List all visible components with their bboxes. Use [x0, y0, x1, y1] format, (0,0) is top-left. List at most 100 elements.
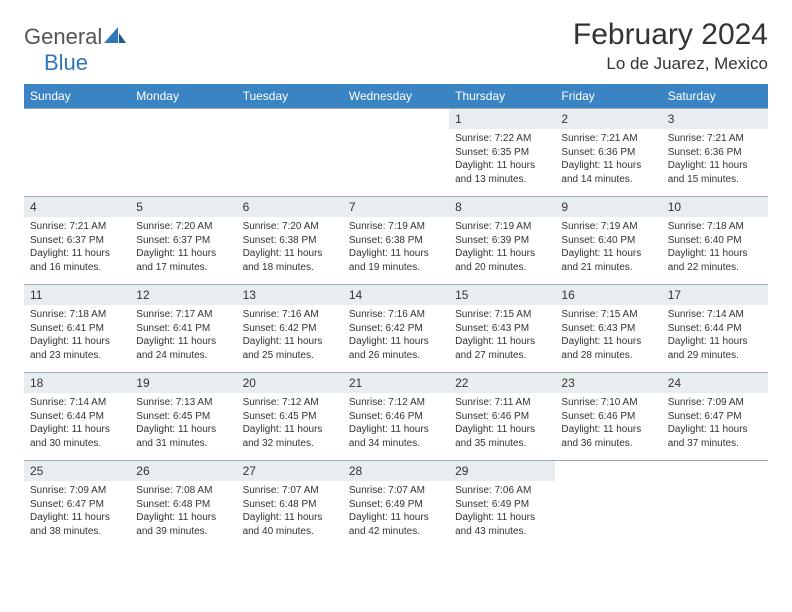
day-number: 1 [449, 109, 555, 129]
calendar-day-cell: 25Sunrise: 7:09 AMSunset: 6:47 PMDayligh… [24, 461, 130, 549]
day-details: Sunrise: 7:19 AMSunset: 6:40 PMDaylight:… [555, 217, 661, 279]
day-number: 22 [449, 373, 555, 393]
calendar-day-cell [24, 109, 130, 197]
calendar-week-row: 11Sunrise: 7:18 AMSunset: 6:41 PMDayligh… [24, 285, 768, 373]
day-details: Sunrise: 7:13 AMSunset: 6:45 PMDaylight:… [130, 393, 236, 455]
day-details: Sunrise: 7:06 AMSunset: 6:49 PMDaylight:… [449, 481, 555, 543]
day-details: Sunrise: 7:14 AMSunset: 6:44 PMDaylight:… [24, 393, 130, 455]
calendar-table: Sunday Monday Tuesday Wednesday Thursday… [24, 84, 768, 549]
day-details: Sunrise: 7:07 AMSunset: 6:49 PMDaylight:… [343, 481, 449, 543]
day-number: 3 [662, 109, 768, 129]
calendar-day-cell: 16Sunrise: 7:15 AMSunset: 6:43 PMDayligh… [555, 285, 661, 373]
calendar-day-cell: 4Sunrise: 7:21 AMSunset: 6:37 PMDaylight… [24, 197, 130, 285]
calendar-day-cell: 9Sunrise: 7:19 AMSunset: 6:40 PMDaylight… [555, 197, 661, 285]
calendar-day-cell: 14Sunrise: 7:16 AMSunset: 6:42 PMDayligh… [343, 285, 449, 373]
calendar-header-row: Sunday Monday Tuesday Wednesday Thursday… [24, 84, 768, 109]
day-number: 14 [343, 285, 449, 305]
day-details: Sunrise: 7:07 AMSunset: 6:48 PMDaylight:… [237, 481, 343, 543]
calendar-day-cell: 19Sunrise: 7:13 AMSunset: 6:45 PMDayligh… [130, 373, 236, 461]
calendar-week-row: 25Sunrise: 7:09 AMSunset: 6:47 PMDayligh… [24, 461, 768, 549]
day-number: 27 [237, 461, 343, 481]
day-details: Sunrise: 7:09 AMSunset: 6:47 PMDaylight:… [662, 393, 768, 455]
day-details: Sunrise: 7:15 AMSunset: 6:43 PMDaylight:… [555, 305, 661, 367]
calendar-day-cell: 10Sunrise: 7:18 AMSunset: 6:40 PMDayligh… [662, 197, 768, 285]
col-saturday: Saturday [662, 84, 768, 109]
day-details: Sunrise: 7:16 AMSunset: 6:42 PMDaylight:… [343, 305, 449, 367]
day-number: 12 [130, 285, 236, 305]
day-details: Sunrise: 7:16 AMSunset: 6:42 PMDaylight:… [237, 305, 343, 367]
logo-text-general: General [24, 24, 102, 50]
calendar-day-cell: 28Sunrise: 7:07 AMSunset: 6:49 PMDayligh… [343, 461, 449, 549]
day-details: Sunrise: 7:08 AMSunset: 6:48 PMDaylight:… [130, 481, 236, 543]
col-sunday: Sunday [24, 84, 130, 109]
day-details: Sunrise: 7:09 AMSunset: 6:47 PMDaylight:… [24, 481, 130, 543]
day-number: 7 [343, 197, 449, 217]
calendar-week-row: 18Sunrise: 7:14 AMSunset: 6:44 PMDayligh… [24, 373, 768, 461]
calendar-day-cell: 8Sunrise: 7:19 AMSunset: 6:39 PMDaylight… [449, 197, 555, 285]
day-details: Sunrise: 7:11 AMSunset: 6:46 PMDaylight:… [449, 393, 555, 455]
day-details: Sunrise: 7:14 AMSunset: 6:44 PMDaylight:… [662, 305, 768, 367]
calendar-day-cell [555, 461, 661, 549]
day-details: Sunrise: 7:19 AMSunset: 6:39 PMDaylight:… [449, 217, 555, 279]
day-details: Sunrise: 7:10 AMSunset: 6:46 PMDaylight:… [555, 393, 661, 455]
calendar-day-cell: 6Sunrise: 7:20 AMSunset: 6:38 PMDaylight… [237, 197, 343, 285]
calendar-day-cell: 11Sunrise: 7:18 AMSunset: 6:41 PMDayligh… [24, 285, 130, 373]
day-details: Sunrise: 7:17 AMSunset: 6:41 PMDaylight:… [130, 305, 236, 367]
day-number: 5 [130, 197, 236, 217]
day-details: Sunrise: 7:20 AMSunset: 6:38 PMDaylight:… [237, 217, 343, 279]
day-details: Sunrise: 7:20 AMSunset: 6:37 PMDaylight:… [130, 217, 236, 279]
calendar-day-cell: 15Sunrise: 7:15 AMSunset: 6:43 PMDayligh… [449, 285, 555, 373]
col-friday: Friday [555, 84, 661, 109]
calendar-day-cell: 29Sunrise: 7:06 AMSunset: 6:49 PMDayligh… [449, 461, 555, 549]
calendar-day-cell: 5Sunrise: 7:20 AMSunset: 6:37 PMDaylight… [130, 197, 236, 285]
calendar-day-cell: 27Sunrise: 7:07 AMSunset: 6:48 PMDayligh… [237, 461, 343, 549]
day-number: 16 [555, 285, 661, 305]
day-number: 24 [662, 373, 768, 393]
day-number: 9 [555, 197, 661, 217]
calendar-day-cell [343, 109, 449, 197]
location-label: Lo de Juarez, Mexico [573, 54, 768, 74]
col-thursday: Thursday [449, 84, 555, 109]
day-number: 28 [343, 461, 449, 481]
day-number: 23 [555, 373, 661, 393]
col-tuesday: Tuesday [237, 84, 343, 109]
calendar-day-cell: 22Sunrise: 7:11 AMSunset: 6:46 PMDayligh… [449, 373, 555, 461]
calendar-day-cell: 24Sunrise: 7:09 AMSunset: 6:47 PMDayligh… [662, 373, 768, 461]
day-number: 13 [237, 285, 343, 305]
day-details: Sunrise: 7:15 AMSunset: 6:43 PMDaylight:… [449, 305, 555, 367]
day-number: 2 [555, 109, 661, 129]
logo-text-blue: Blue [44, 50, 88, 75]
day-details: Sunrise: 7:12 AMSunset: 6:46 PMDaylight:… [343, 393, 449, 455]
calendar-day-cell: 1Sunrise: 7:22 AMSunset: 6:35 PMDaylight… [449, 109, 555, 197]
calendar-day-cell: 2Sunrise: 7:21 AMSunset: 6:36 PMDaylight… [555, 109, 661, 197]
calendar-day-cell [237, 109, 343, 197]
day-details: Sunrise: 7:21 AMSunset: 6:37 PMDaylight:… [24, 217, 130, 279]
day-number: 10 [662, 197, 768, 217]
calendar-day-cell: 26Sunrise: 7:08 AMSunset: 6:48 PMDayligh… [130, 461, 236, 549]
day-number: 6 [237, 197, 343, 217]
calendar-day-cell: 17Sunrise: 7:14 AMSunset: 6:44 PMDayligh… [662, 285, 768, 373]
col-monday: Monday [130, 84, 236, 109]
day-number: 11 [24, 285, 130, 305]
calendar-day-cell [662, 461, 768, 549]
day-number: 18 [24, 373, 130, 393]
day-details: Sunrise: 7:19 AMSunset: 6:38 PMDaylight:… [343, 217, 449, 279]
col-wednesday: Wednesday [343, 84, 449, 109]
calendar-day-cell: 20Sunrise: 7:12 AMSunset: 6:45 PMDayligh… [237, 373, 343, 461]
calendar-day-cell: 18Sunrise: 7:14 AMSunset: 6:44 PMDayligh… [24, 373, 130, 461]
calendar-week-row: 4Sunrise: 7:21 AMSunset: 6:37 PMDaylight… [24, 197, 768, 285]
calendar-day-cell: 13Sunrise: 7:16 AMSunset: 6:42 PMDayligh… [237, 285, 343, 373]
calendar-week-row: 1Sunrise: 7:22 AMSunset: 6:35 PMDaylight… [24, 109, 768, 197]
calendar-day-cell: 12Sunrise: 7:17 AMSunset: 6:41 PMDayligh… [130, 285, 236, 373]
day-number: 26 [130, 461, 236, 481]
day-details: Sunrise: 7:22 AMSunset: 6:35 PMDaylight:… [449, 129, 555, 191]
day-number: 17 [662, 285, 768, 305]
day-details: Sunrise: 7:18 AMSunset: 6:41 PMDaylight:… [24, 305, 130, 367]
day-number: 19 [130, 373, 236, 393]
day-details: Sunrise: 7:21 AMSunset: 6:36 PMDaylight:… [662, 129, 768, 191]
day-number: 25 [24, 461, 130, 481]
calendar-day-cell: 3Sunrise: 7:21 AMSunset: 6:36 PMDaylight… [662, 109, 768, 197]
day-number: 4 [24, 197, 130, 217]
day-number: 15 [449, 285, 555, 305]
day-number: 20 [237, 373, 343, 393]
